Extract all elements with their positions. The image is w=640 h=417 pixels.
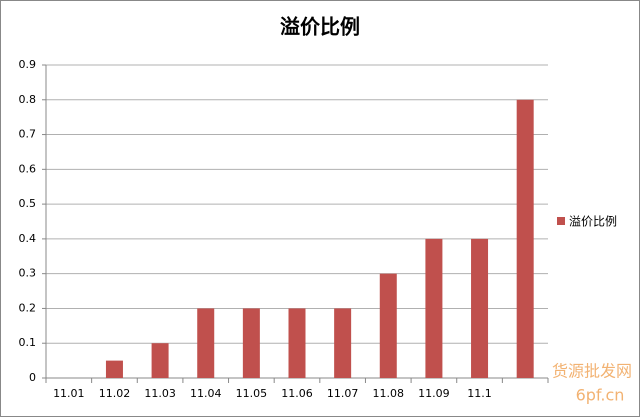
y-tick-label: 0.2 xyxy=(19,301,37,314)
y-tick-label: 0.7 xyxy=(19,128,37,141)
legend-label: 溢价比例 xyxy=(569,215,617,229)
bar xyxy=(288,308,306,378)
y-tick-label: 0.8 xyxy=(19,93,37,106)
y-tick-label: 0.5 xyxy=(19,197,37,210)
watermark: 6pf.cn xyxy=(576,386,625,405)
bar xyxy=(425,238,443,378)
legend-swatch xyxy=(557,217,565,225)
bar xyxy=(379,273,397,378)
bar xyxy=(151,343,169,378)
bar xyxy=(105,360,123,378)
y-tick-label: 0.4 xyxy=(19,232,37,245)
y-tick-label: 0.6 xyxy=(19,162,37,175)
x-tick-label: 11.03 xyxy=(144,387,176,400)
y-tick-label: 0 xyxy=(29,371,36,384)
chart-title: 溢价比例 xyxy=(280,15,360,39)
x-tick-label: 11.01 xyxy=(53,387,85,400)
y-tick-label: 0.3 xyxy=(19,267,37,280)
x-tick-label: 11.08 xyxy=(373,387,405,400)
x-tick-label: 11.05 xyxy=(236,387,268,400)
x-tick-label: 11.07 xyxy=(327,387,359,400)
y-tick-label: 0.1 xyxy=(19,336,37,349)
x-tick-label: 11.02 xyxy=(99,387,131,400)
bar xyxy=(334,308,352,378)
bar xyxy=(242,308,260,378)
x-tick-label: 11.1 xyxy=(467,387,492,400)
bar xyxy=(516,99,534,379)
y-tick-label: 0.9 xyxy=(19,58,37,71)
bar xyxy=(471,238,489,378)
bar xyxy=(197,308,215,378)
x-tick-label: 11.06 xyxy=(281,387,313,400)
x-tick-label: 11.04 xyxy=(190,387,222,400)
watermark: 货源批发网 xyxy=(552,362,632,381)
x-tick-label: 11.09 xyxy=(418,387,450,400)
